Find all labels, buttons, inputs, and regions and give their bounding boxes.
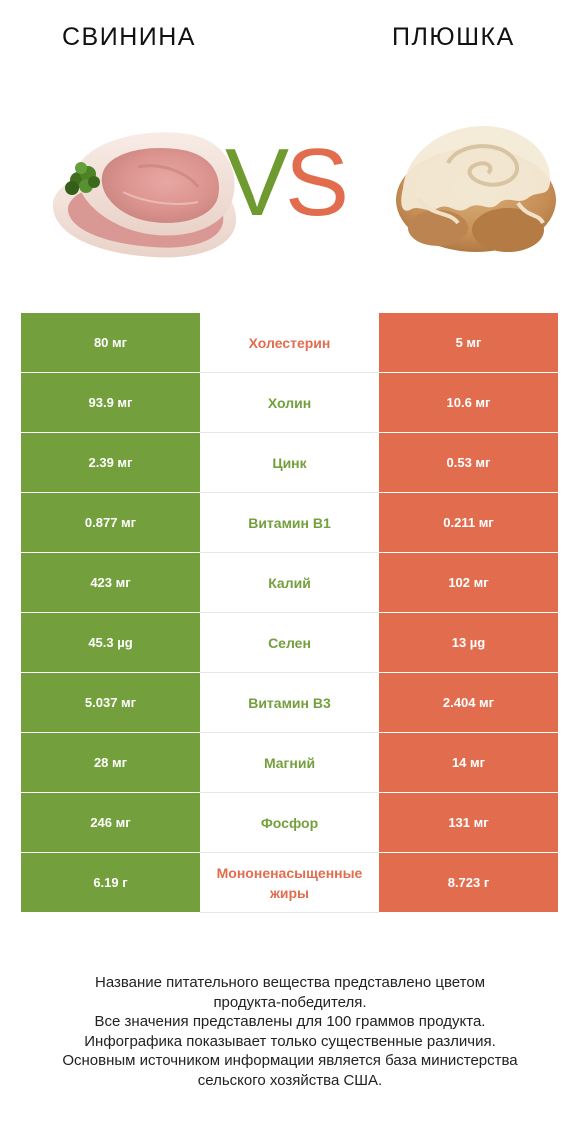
footnote-line: продукта-победителя. — [213, 993, 367, 1011]
left-value-cell: 45.3 µg — [21, 613, 200, 673]
left-value-cell: 80 мг — [21, 313, 200, 373]
table-row: 5.037 мг Витамин B3 2.404 мг — [21, 673, 558, 733]
nutrient-name-cell: Фосфор — [200, 793, 379, 853]
footnote-line: сельского хозяйства США. — [197, 1071, 383, 1089]
left-value-cell: 2.39 мг — [21, 433, 200, 493]
vs-letter-v: V — [225, 129, 289, 236]
left-value-cell: 28 мг — [21, 733, 200, 793]
nutrient-name-cell: Витамин B3 — [200, 673, 379, 733]
right-value-cell: 0.211 мг — [379, 493, 558, 553]
footnote-line: Основным источником информации является … — [62, 1052, 518, 1069]
table-row: 80 мг Холестерин 5 мг — [21, 313, 558, 373]
right-value-cell: 0.53 мг — [379, 433, 558, 493]
right-value-cell: 10.6 мг — [379, 373, 558, 433]
right-value-cell: 8.723 г — [379, 853, 558, 913]
table-row: 423 мг Калий 102 мг — [21, 553, 558, 613]
versus-label: VS — [225, 128, 349, 238]
left-value-cell: 246 мг — [21, 793, 200, 853]
nutrient-name-cell: Селен — [200, 613, 379, 673]
left-value-cell: 423 мг — [21, 553, 200, 613]
table-row: 45.3 µg Селен 13 µg — [21, 613, 558, 673]
nutrient-name-cell: Калий — [200, 553, 379, 613]
table-row: 6.19 г Мононенасыщенные жиры 8.723 г — [21, 853, 558, 913]
left-value-cell: 5.037 мг — [21, 673, 200, 733]
right-value-cell: 5 мг — [379, 313, 558, 373]
right-value-cell: 102 мг — [379, 553, 558, 613]
left-value-cell: 93.9 мг — [21, 373, 200, 433]
footnote: Название питательного вещества представл… — [20, 973, 560, 1090]
nutrient-name-cell: Мононенасыщенные жиры — [200, 853, 379, 913]
right-food-title: ПЛЮШКА — [392, 23, 515, 51]
left-value-cell: 0.877 мг — [21, 493, 200, 553]
right-value-cell: 131 мг — [379, 793, 558, 853]
footnote-line: Все значения представлены для 100 граммо… — [94, 1013, 486, 1030]
footnote-line: Инфографика показывает только существенн… — [84, 1032, 496, 1050]
right-value-cell: 14 мг — [379, 733, 558, 793]
table-row: 0.877 мг Витамин B1 0.211 мг — [21, 493, 558, 553]
footnote-line: Название питательного вещества представл… — [94, 974, 486, 991]
left-food-title: СВИНИНА — [62, 23, 196, 51]
nutrient-name-cell: Холин — [200, 373, 379, 433]
right-value-cell: 13 µg — [379, 613, 558, 673]
pork-chop-image — [52, 132, 237, 258]
table-row: 246 мг Фосфор 131 мг — [21, 793, 558, 853]
vs-letter-s: S — [285, 129, 349, 236]
nutrient-name-cell: Витамин B1 — [200, 493, 379, 553]
nutrient-name-cell: Холестерин — [200, 313, 379, 373]
nutrient-comparison-table: 80 мг Холестерин 5 мг 93.9 мг Холин 10.6 мг 2.… — [21, 313, 558, 913]
table-row: 2.39 мг Цинк 0.53 мг — [21, 433, 558, 493]
nutrient-name-cell: Цинк — [200, 433, 379, 493]
table-row: 93.9 мг Холин 10.6 мг — [21, 373, 558, 433]
cinnamon-bun-image — [396, 126, 556, 252]
right-value-cell: 2.404 мг — [379, 673, 558, 733]
left-value-cell: 6.19 г — [21, 853, 200, 913]
nutrient-name-cell: Магний — [200, 733, 379, 793]
table-row: 28 мг Магний 14 мг — [21, 733, 558, 793]
